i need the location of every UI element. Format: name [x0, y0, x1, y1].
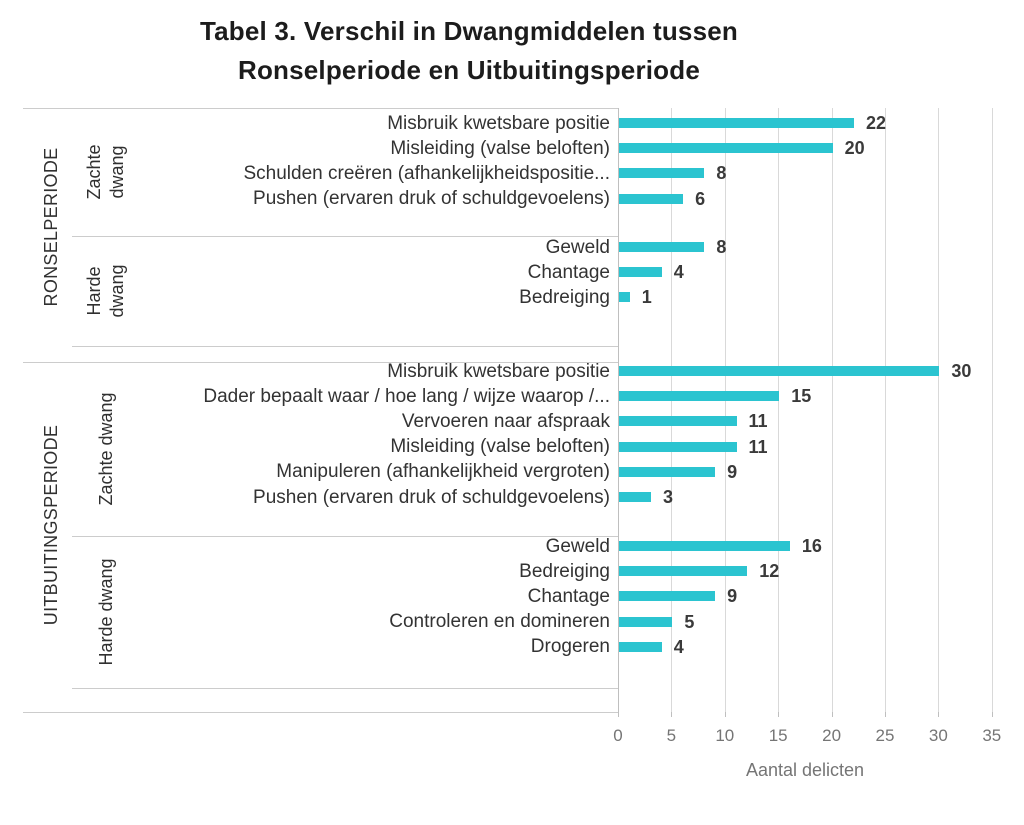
bar: [619, 441, 737, 452]
category-axis-line: [618, 108, 619, 712]
category-label: Pushen (ervaren druk of schuldgevoelens): [253, 486, 610, 508]
bar-value-label: 1: [641, 287, 652, 308]
gridline: [938, 108, 940, 712]
x-tick-label: 10: [715, 726, 735, 745]
chart-title-line-2: Ronselperiode en Uitbuitingsperiode: [237, 55, 701, 85]
bar-value-label: 30: [951, 361, 972, 381]
x-tick-label: 20: [822, 726, 842, 745]
bar: [619, 591, 716, 602]
axis-tick: [991, 712, 993, 717]
x-tick-label: 15: [768, 726, 788, 745]
gridline: [724, 108, 726, 712]
period-label: UITBUITINGSPERIODE: [41, 424, 61, 626]
bar: [619, 391, 780, 402]
separator-line: [72, 688, 618, 689]
axis-tick: [671, 712, 673, 717]
bar-value-label: 5: [684, 611, 695, 632]
category-label: Geweld: [545, 535, 610, 557]
period-label: RONSELPERIODE: [41, 147, 61, 307]
bar-value-label: 4: [673, 636, 684, 657]
category-label: Manipuleren (afhankelijkheid vergroten): [276, 461, 610, 483]
axis-tick: [778, 712, 780, 717]
bar-value-label: 3: [663, 487, 674, 507]
category-label: Dader bepaalt waar / hoe lang / wijze wa…: [203, 385, 610, 407]
bar: [619, 118, 854, 128]
bar: [619, 168, 705, 179]
separator-line: [72, 346, 618, 347]
bar: [619, 416, 737, 427]
bar-value-label: 16: [801, 536, 822, 556]
separator-line: [23, 712, 618, 713]
category-label: Drogeren: [530, 636, 610, 658]
bar-value-label: 20: [844, 138, 865, 159]
x-tick-label: 0: [613, 726, 623, 745]
category-label: Bedreiging: [519, 560, 610, 582]
x-tick-label: 30: [928, 726, 948, 745]
gridline: [885, 108, 886, 712]
bar: [619, 466, 716, 477]
bar-value-label: 11: [748, 436, 768, 457]
x-tick-label: 35: [982, 726, 1002, 745]
x-tick-label: 25: [875, 726, 895, 745]
gridline: [778, 108, 780, 712]
axis-tick: [618, 712, 619, 717]
category-label: Pushen (ervaren druk of schuldgevoelens): [253, 188, 610, 210]
category-label: Vervoeren naar afspraak: [401, 410, 610, 432]
category-label: Misbruik kwetsbare positie: [387, 112, 610, 134]
bar: [619, 193, 684, 204]
x-axis-label: Aantal delicten: [745, 760, 865, 780]
bar-value-label: 4: [673, 262, 684, 283]
axis-tick: [885, 712, 886, 717]
bar-value-label: 8: [716, 237, 727, 257]
category-label: Chantage: [527, 585, 610, 607]
bar-value-label: 8: [716, 163, 727, 184]
separator-line: [23, 108, 618, 109]
category-label: Schulden creëren (afhankelijkheidspositi…: [243, 162, 611, 184]
category-label: Bedreiging: [519, 286, 610, 308]
bar: [619, 292, 630, 303]
bar: [619, 143, 833, 154]
gridline: [991, 108, 993, 712]
bar: [619, 641, 662, 652]
chart-title-line-1: Tabel 3. Verschil in Dwangmiddelen tusse…: [200, 16, 738, 46]
bar-value-label: 11: [748, 411, 768, 432]
separator-line: [23, 362, 618, 363]
category-label: Misleiding (valse beloften): [390, 137, 610, 159]
bar: [619, 541, 790, 551]
gridline: [831, 108, 833, 712]
bar-value-label: 9: [727, 586, 738, 607]
axis-tick: [831, 712, 833, 717]
bar: [619, 267, 662, 278]
bar: [619, 566, 748, 577]
chart-title: Tabel 3. Verschil in Dwangmiddelen tusse…: [0, 12, 938, 90]
category-label: Misbruik kwetsbare positie: [387, 360, 610, 382]
x-tick-label: 5: [666, 726, 677, 745]
bar: [619, 616, 673, 627]
category-label: Controleren en domineren: [389, 611, 610, 633]
bar-value-label: 22: [866, 113, 887, 133]
category-label: Misleiding (valse beloften): [390, 436, 610, 458]
bar-value-label: 6: [695, 188, 706, 209]
category-label: Geweld: [545, 236, 610, 258]
category-label: Chantage: [527, 261, 610, 283]
bar: [619, 492, 651, 502]
axis-tick: [724, 712, 726, 717]
bar-value-label: 15: [791, 386, 812, 407]
bar: [619, 242, 705, 252]
separator-line: [72, 536, 618, 537]
separator-line: [72, 236, 618, 237]
axis-tick: [938, 712, 940, 717]
gridline: [671, 108, 673, 712]
bar: [619, 366, 940, 376]
bar-value-label: 9: [727, 461, 738, 482]
bar-value-label: 12: [759, 561, 780, 582]
